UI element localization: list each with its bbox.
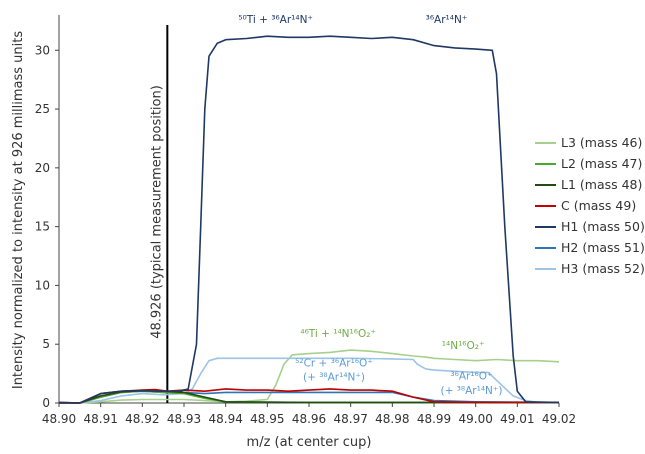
x-tick-label: 49.01 xyxy=(500,412,534,426)
annotation-label: ⁴⁶Ti + ¹⁴N¹⁶O₂⁺ xyxy=(300,328,376,340)
x-tick-label: 48.95 xyxy=(250,412,284,426)
y-tick-label: 5 xyxy=(42,337,50,351)
x-tick-label: 48.98 xyxy=(375,412,409,426)
y-tick-label: 0 xyxy=(42,396,50,410)
y-tick-label: 10 xyxy=(35,278,50,292)
x-tick-label: 48.90 xyxy=(42,412,76,426)
y-axis-title: Intensity normalized to intensity at 926… xyxy=(11,31,26,390)
legend-label: L2 (mass 47) xyxy=(561,156,642,171)
x-tick-label: 48.91 xyxy=(83,412,117,426)
annotation-label: (+ ³⁸Ar¹⁴N⁺) xyxy=(440,385,502,397)
measurement-position-label: 48.926 (typical measurement position) xyxy=(149,85,164,339)
annotation-label: ³⁶Ar¹⁶O⁺ xyxy=(450,370,492,382)
legend-label: H3 (mass 52) xyxy=(561,261,645,276)
series-line xyxy=(58,35,560,404)
annotation-label: (+ ³⁸Ar¹⁴N⁺) xyxy=(303,372,365,384)
legend-label: L3 (mass 46) xyxy=(561,135,642,150)
x-tick-label: 48.94 xyxy=(208,412,242,426)
series-line xyxy=(59,389,559,404)
y-tick-label: 30 xyxy=(35,43,50,57)
x-tick-label: 48.97 xyxy=(333,412,367,426)
annotation-label: ⁵⁰Ti + ³⁶Ar¹⁴N⁺ xyxy=(238,14,313,26)
x-tick-label: 48.99 xyxy=(417,412,451,426)
x-tick-label: 49.02 xyxy=(542,412,576,426)
x-axis-title: m/z (at center cup) xyxy=(247,435,372,450)
series-lines xyxy=(58,35,560,404)
legend-label: H2 (mass 51) xyxy=(561,240,645,255)
legend-label: L1 (mass 48) xyxy=(561,177,642,192)
y-tick-label: 15 xyxy=(35,220,50,234)
y-tick-label: 25 xyxy=(35,102,50,116)
annotations: ⁵⁰Ti + ³⁶Ar¹⁴N⁺ ³⁶Ar¹⁴N⁺ ⁴⁶Ti + ¹⁴N¹⁶O₂⁺ ¹⁴… xyxy=(238,14,502,397)
x-tick-label: 48.93 xyxy=(167,412,201,426)
x-tick-label: 48.92 xyxy=(125,412,159,426)
x-tick-label: 48.96 xyxy=(292,412,326,426)
measurement-marker: 48.926 (typical measurement position) xyxy=(149,25,169,403)
annotation-label: ¹⁴N¹⁶O₂⁺ xyxy=(442,340,485,352)
x-tick-label: 49.00 xyxy=(458,412,492,426)
annotation-label: ⁵²Cr + ³⁶Ar¹⁶O⁺ xyxy=(295,358,373,370)
legend-label: C (mass 49) xyxy=(561,198,636,213)
y-tick-label: 20 xyxy=(35,161,50,175)
series-line xyxy=(58,349,560,404)
legend-label: H1 (mass 50) xyxy=(561,219,645,234)
series-line xyxy=(58,357,559,404)
annotation-label: ³⁶Ar¹⁴N⁺ xyxy=(426,14,468,26)
legend: L3 (mass 46) L2 (mass 47) L1 (mass 48) C (m… xyxy=(535,135,645,276)
axes: 48.90 48.91 48.92 48.93 48.94 48.95 48.96 48.97… xyxy=(35,15,576,426)
